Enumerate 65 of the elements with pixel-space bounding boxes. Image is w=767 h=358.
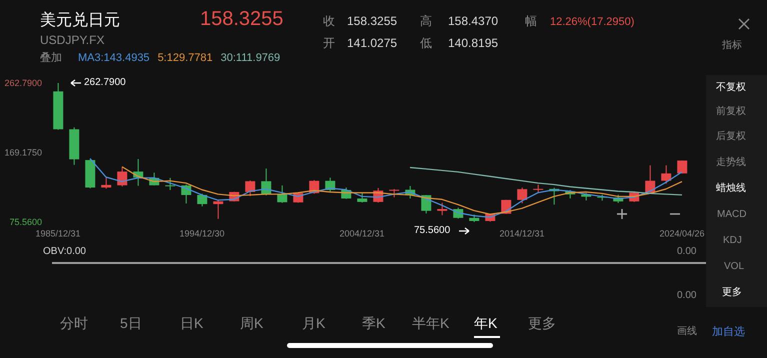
text: VOL bbox=[724, 261, 744, 272]
text: 更多 bbox=[528, 315, 556, 332]
text: 后复权 bbox=[716, 131, 746, 142]
text: 30:111.9769 bbox=[220, 52, 280, 64]
text: MACD bbox=[717, 209, 746, 220]
text: 高 bbox=[420, 14, 432, 28]
candlestick bbox=[277, 184, 288, 204]
candlestick bbox=[165, 177, 176, 191]
text: 蜡烛线 bbox=[716, 183, 746, 194]
text: 周K bbox=[240, 315, 264, 332]
text: 5:129.7781 bbox=[158, 52, 213, 64]
candlestick bbox=[197, 193, 208, 207]
text: 140.8195 bbox=[448, 36, 498, 50]
text: 前复权 bbox=[716, 106, 746, 117]
text: 月K bbox=[302, 315, 326, 332]
text: MA3:143.4935 bbox=[78, 52, 150, 64]
text: 75.5600 bbox=[414, 225, 450, 236]
text: 画线 bbox=[677, 326, 697, 337]
y-tick-label: 169.1750 bbox=[4, 148, 42, 158]
text: 5日 bbox=[120, 315, 142, 332]
text: 叠加 bbox=[40, 52, 62, 64]
y-tick-label: 262.7900 bbox=[4, 78, 42, 88]
text: OBV:0.00 bbox=[43, 246, 86, 257]
chart-subtitle: USDJPY.FX bbox=[40, 33, 104, 47]
text: 不复权 bbox=[716, 82, 746, 93]
candlestick bbox=[517, 187, 528, 204]
text: KDJ bbox=[723, 235, 742, 246]
y-tick-label: 75.5600 bbox=[9, 217, 42, 227]
text: 158.3255 bbox=[347, 14, 398, 28]
candlestick bbox=[661, 164, 672, 184]
candlestick bbox=[437, 202, 448, 216]
text: 开 bbox=[323, 36, 335, 50]
candlestick bbox=[245, 180, 256, 197]
text: 12.26%(17.2950) bbox=[550, 16, 634, 28]
text: 加自选 bbox=[712, 326, 745, 338]
x-tick-label: 1985/12/31 bbox=[35, 228, 81, 238]
x-tick-label: 2024/04/26 bbox=[659, 228, 705, 238]
text: 走势线 bbox=[716, 157, 746, 168]
text: 季K bbox=[362, 315, 386, 332]
line-series bbox=[121, 166, 683, 215]
candlestick bbox=[117, 166, 128, 187]
line-series bbox=[89, 158, 683, 218]
annotation: 262.7900 bbox=[84, 77, 126, 88]
chart-title: 美元兑日元 bbox=[40, 10, 120, 31]
x-tick-label: 2014/12/31 bbox=[499, 228, 545, 238]
x-tick-label: 1994/12/30 bbox=[179, 228, 225, 238]
text: 半年K bbox=[412, 315, 450, 332]
text: 0.00 bbox=[677, 290, 696, 301]
text: 更多 bbox=[722, 287, 742, 298]
candlestick bbox=[101, 176, 112, 190]
text: 指标 bbox=[722, 40, 742, 51]
text: 幅 bbox=[525, 14, 537, 28]
text: 分时 bbox=[60, 315, 88, 332]
text: 0.00 bbox=[677, 246, 696, 257]
text: 年K bbox=[474, 315, 498, 332]
text: 158.3255 bbox=[200, 8, 284, 30]
line-series bbox=[409, 166, 683, 196]
x-tick-label: 2004/12/31 bbox=[339, 228, 385, 238]
text: 158.4370 bbox=[448, 14, 498, 28]
candlestick bbox=[213, 200, 224, 220]
text: 低 bbox=[420, 36, 432, 50]
text: 141.0275 bbox=[347, 36, 398, 50]
text: 日K bbox=[180, 315, 204, 332]
text: 收 bbox=[323, 14, 335, 28]
candlestick bbox=[357, 192, 368, 204]
